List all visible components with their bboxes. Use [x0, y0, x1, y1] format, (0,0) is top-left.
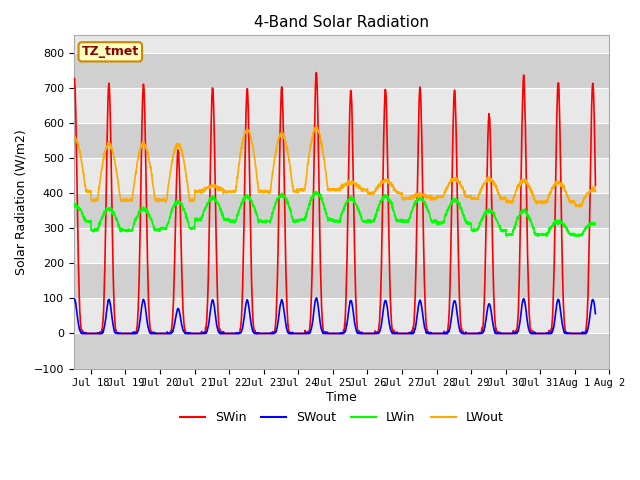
LWin: [70, 200, 77, 206]
Bar: [74, 123, 609, 158]
SWout: [79, 331, 86, 336]
Bar: [74, 334, 609, 369]
Bar: [74, 264, 609, 299]
SWin: [243, 91, 250, 96]
LWout: [313, 124, 321, 130]
Line: SWout: SWout: [74, 298, 595, 334]
LWin: [426, 210, 433, 216]
SWin: [461, 331, 469, 336]
SWout: [591, 311, 599, 317]
LWin: [591, 221, 599, 227]
SWin: [426, 331, 433, 336]
Bar: [74, 193, 609, 228]
LWin: [104, 205, 111, 211]
SWout: [365, 331, 372, 336]
LWout: [591, 188, 599, 193]
SWin: [104, 96, 112, 102]
SWout: [142, 308, 150, 314]
Bar: [74, 88, 609, 123]
SWin: [78, 331, 86, 336]
LWout: [243, 128, 250, 133]
LWout: [142, 144, 150, 150]
SWout: [461, 330, 469, 336]
SWin: [70, 84, 77, 90]
Title: 4-Band Solar Radiation: 4-Band Solar Radiation: [254, 15, 429, 30]
SWout: [243, 298, 250, 304]
SWin: [142, 169, 150, 175]
Line: LWout: LWout: [74, 127, 595, 207]
Bar: [74, 53, 609, 88]
LWout: [461, 193, 468, 199]
LWout: [70, 133, 77, 139]
Line: LWin: LWin: [74, 192, 595, 236]
X-axis label: Time: Time: [326, 391, 357, 404]
SWout: [313, 295, 321, 300]
LWout: [104, 140, 111, 146]
LWout: [365, 191, 372, 196]
Line: SWin: SWin: [74, 72, 595, 334]
Bar: [74, 299, 609, 334]
LWin: [461, 215, 468, 221]
SWout: [104, 300, 112, 305]
LWin: [142, 205, 150, 211]
SWin: [312, 70, 320, 75]
LWout: [426, 193, 433, 199]
LWin: [534, 233, 541, 239]
LWin: [312, 189, 319, 195]
Legend: SWin, SWout, LWin, LWout: SWin, SWout, LWin, LWout: [175, 406, 508, 429]
Bar: [74, 158, 609, 193]
Bar: [74, 228, 609, 264]
SWout: [70, 297, 77, 303]
LWout: [575, 204, 583, 210]
LWin: [243, 193, 250, 199]
SWin: [591, 182, 599, 188]
LWin: [365, 219, 372, 225]
Text: TZ_tmet: TZ_tmet: [82, 45, 139, 59]
SWin: [365, 331, 372, 336]
SWout: [426, 331, 433, 336]
Y-axis label: Solar Radiation (W/m2): Solar Radiation (W/m2): [15, 129, 28, 275]
